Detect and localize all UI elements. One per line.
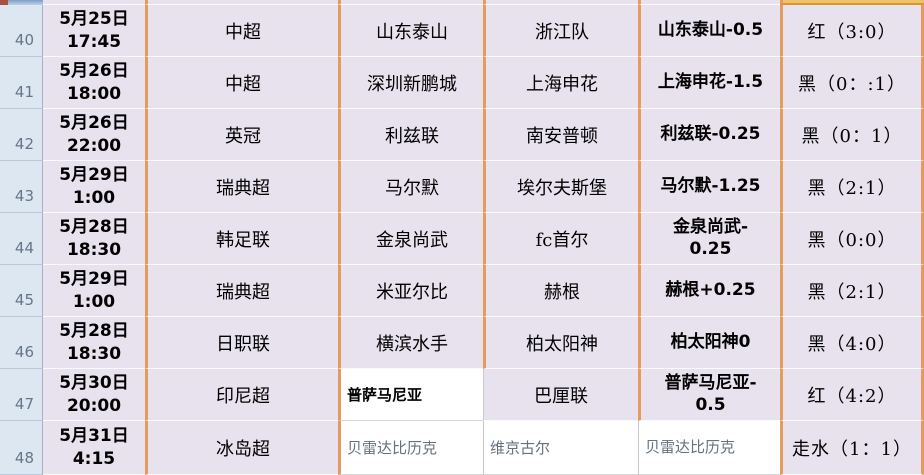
cell-league[interactable]: 瑞典超: [145, 161, 338, 213]
cell-away-team[interactable]: 赫根: [483, 265, 638, 317]
cell-home-team[interactable]: 贝雷达比历克: [338, 421, 483, 475]
cell-datetime[interactable]: 5月25日 17:45: [43, 5, 145, 57]
cell-league[interactable]: 日职联: [145, 317, 338, 369]
cell-remnant: [483, 0, 638, 5]
row-header[interactable]: 47: [0, 369, 43, 421]
cell-league[interactable]: 中超: [145, 57, 338, 109]
row-header[interactable]: 41: [0, 57, 43, 109]
row-header-remnant: [0, 0, 43, 5]
red-marker-remnant: [0, 0, 8, 5]
cell-league[interactable]: 印尼超: [145, 369, 338, 421]
row-header[interactable]: 46: [0, 317, 43, 369]
amber-cell-remnant: [780, 0, 924, 5]
cell-handicap[interactable]: 普萨马尼亚- 0.5: [638, 369, 780, 421]
table-row: 46 5月28日 18:30 日职联 横滨水手 柏太阳神 柏太阳神0 黑（4:0）: [0, 317, 924, 369]
cell-datetime[interactable]: 5月30日 20:00: [43, 369, 145, 421]
table-row: 40 5月25日 17:45 中超 山东泰山 浙江队 山东泰山-0.5 红（3:0）: [0, 5, 924, 57]
table-row: 45 5月29日 1:00 瑞典超 米亚尔比 赫根 赫根+0.25 黑（2:1）: [0, 265, 924, 317]
cell-handicap[interactable]: 金泉尚武- 0.25: [638, 213, 780, 265]
table-body: 40 5月25日 17:45 中超 山东泰山 浙江队 山东泰山-0.5 红（3:0） 41 5月…: [0, 5, 924, 475]
cell-home-team[interactable]: 山东泰山: [338, 5, 483, 57]
cell-away-team[interactable]: 南安普顿: [483, 109, 638, 161]
cell-datetime[interactable]: 5月29日 1:00: [43, 265, 145, 317]
cell-handicap[interactable]: 柏太阳神0: [638, 317, 780, 369]
cell-result[interactable]: 黑（2:1）: [780, 265, 924, 317]
table-row: 42 5月26日 22:00 英冠 利兹联 南安普顿 利兹联-0.25 黑（0：1）: [0, 109, 924, 161]
cell-handicap[interactable]: 赫根+0.25: [638, 265, 780, 317]
cell-away-team[interactable]: 上海申花: [483, 57, 638, 109]
cell-league[interactable]: 英冠: [145, 109, 338, 161]
cell-result[interactable]: 黑（2:1）: [780, 161, 924, 213]
cell-datetime[interactable]: 5月31日 4:15: [43, 421, 145, 475]
cell-away-team[interactable]: 维京古尔: [483, 421, 638, 475]
table-row: 41 5月26日 18:00 中超 深圳新鹏城 上海申花 上海申花-1.5 黑（0：:1）: [0, 57, 924, 109]
cell-home-team[interactable]: 深圳新鹏城: [338, 57, 483, 109]
previous-row-remnant: [0, 0, 924, 5]
cell-league[interactable]: 冰岛超: [145, 421, 338, 475]
row-header[interactable]: 45: [0, 265, 43, 317]
cell-datetime[interactable]: 5月26日 22:00: [43, 109, 145, 161]
cell-result[interactable]: 黑（0：1）: [780, 109, 924, 161]
cell-remnant: [43, 0, 145, 5]
cell-home-team[interactable]: 马尔默: [338, 161, 483, 213]
cell-away-team[interactable]: 埃尔夫斯堡: [483, 161, 638, 213]
cell-remnant: [338, 0, 483, 5]
cell-home-team[interactable]: 利兹联: [338, 109, 483, 161]
cell-league[interactable]: 韩足联: [145, 213, 338, 265]
cell-league[interactable]: 中超: [145, 5, 338, 57]
cell-remnant: [638, 0, 780, 5]
row-header[interactable]: 48: [0, 421, 43, 475]
cell-home-team[interactable]: 米亚尔比: [338, 265, 483, 317]
cell-league[interactable]: 瑞典超: [145, 265, 338, 317]
cell-datetime[interactable]: 5月29日 1:00: [43, 161, 145, 213]
cell-home-team[interactable]: 金泉尚武: [338, 213, 483, 265]
cell-away-team[interactable]: 浙江队: [483, 5, 638, 57]
cell-away-team[interactable]: fc首尔: [483, 213, 638, 265]
cell-result[interactable]: 红（3:0）: [780, 5, 924, 57]
cell-result[interactable]: 红（4:2）: [780, 369, 924, 421]
cell-handicap[interactable]: 上海申花-1.5: [638, 57, 780, 109]
row-header[interactable]: 43: [0, 161, 43, 213]
cell-result[interactable]: 走水（1：1）: [780, 421, 924, 475]
cell-handicap[interactable]: 利兹联-0.25: [638, 109, 780, 161]
cell-handicap[interactable]: 马尔默-1.25: [638, 161, 780, 213]
cell-result[interactable]: 黑（4:0）: [780, 317, 924, 369]
table-row: 48 5月31日 4:15 冰岛超 贝雷达比历克 维京古尔 贝雷达比历克 走水（1：1）: [0, 421, 924, 475]
cell-result[interactable]: 黑（0:0）: [780, 213, 924, 265]
cell-handicap[interactable]: 贝雷达比历克: [638, 421, 780, 475]
cell-home-team[interactable]: 普萨马尼亚: [338, 369, 483, 421]
table-row: 43 5月29日 1:00 瑞典超 马尔默 埃尔夫斯堡 马尔默-1.25 黑（2:1）: [0, 161, 924, 213]
cell-result[interactable]: 黑（0：:1）: [780, 57, 924, 109]
cell-away-team[interactable]: 巴厘联: [483, 369, 638, 421]
row-header[interactable]: 44: [0, 213, 43, 265]
table-row: 44 5月28日 18:30 韩足联 金泉尚武 fc首尔 金泉尚武- 0.25 黑（0:0）: [0, 213, 924, 265]
cell-datetime[interactable]: 5月28日 18:30: [43, 317, 145, 369]
cell-remnant: [145, 0, 338, 5]
row-header[interactable]: 40: [0, 5, 43, 57]
cell-home-team[interactable]: 横滨水手: [338, 317, 483, 369]
row-header[interactable]: 42: [0, 109, 43, 161]
table-row: 47 5月30日 20:00 印尼超 普萨马尼亚 巴厘联 普萨马尼亚- 0.5 红（4:2）: [0, 369, 924, 421]
cell-datetime[interactable]: 5月28日 18:30: [43, 213, 145, 265]
cell-away-team[interactable]: 柏太阳神: [483, 317, 638, 369]
cell-handicap[interactable]: 山东泰山-0.5: [638, 5, 780, 57]
cell-datetime[interactable]: 5月26日 18:00: [43, 57, 145, 109]
